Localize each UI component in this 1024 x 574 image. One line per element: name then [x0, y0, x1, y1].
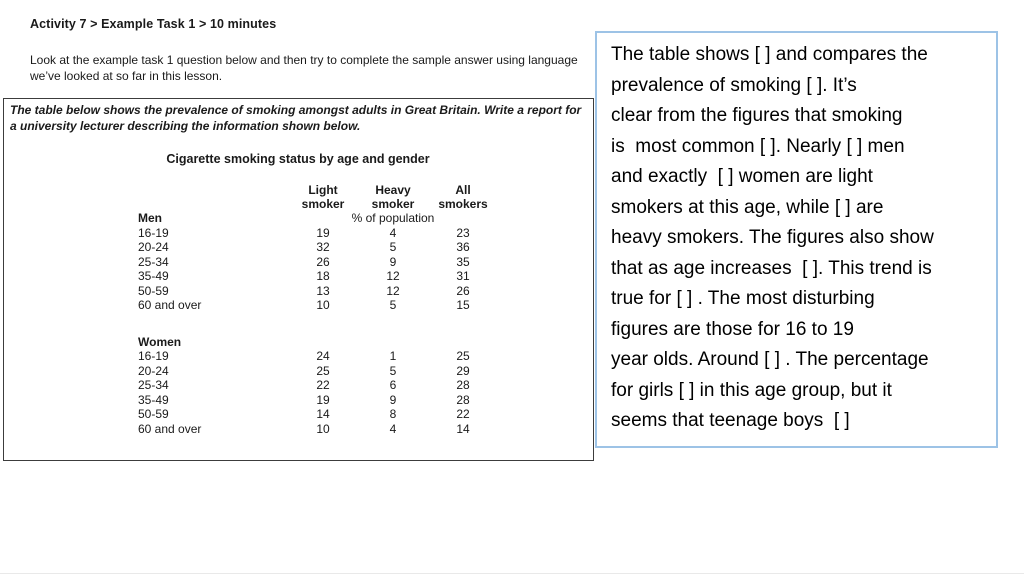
age-cell: 60 and over: [138, 298, 202, 312]
table-row: 16-19 24 1 25: [138, 349, 498, 364]
column-header: Light smoker: [301, 183, 345, 211]
value-cell: 19: [316, 392, 330, 407]
value-cell: 32: [316, 240, 330, 254]
table-row: 20-24 32 5 36: [138, 240, 498, 255]
table-row: 25-34 22 6 28: [138, 378, 498, 393]
age-cell: 50-59: [138, 407, 169, 421]
value-cell: 12: [386, 283, 400, 298]
value-cell: 26: [456, 283, 470, 298]
group-label: Men: [138, 211, 162, 225]
age-cell: 35-49: [138, 269, 169, 283]
value-cell: 22: [456, 407, 470, 421]
value-cell: 10: [316, 421, 330, 436]
table-row: 35-49 18 12 31: [138, 269, 498, 284]
smoking-table: Light smoker Heavy smoker All smokers Men % …: [138, 183, 498, 437]
value-cell: 25: [456, 349, 470, 363]
value-cell: 10: [316, 298, 330, 312]
header-empty-cell: [138, 184, 288, 211]
value-cell: 5: [389, 363, 397, 378]
table-row: 20-24 25 5 29: [138, 364, 498, 379]
value-cell: 23: [456, 225, 470, 240]
unit-note: % of population: [351, 211, 435, 225]
value-cell: 28: [456, 378, 470, 392]
group-label-row: Men % of population: [138, 211, 498, 226]
activity-heading: Activity 7 > Example Task 1 > 10 minutes: [30, 17, 277, 31]
value-cell: 25: [316, 363, 330, 378]
intro-text: Look at the example task 1 question belo…: [30, 53, 578, 83]
value-cell: 35: [456, 254, 470, 269]
age-cell: 35-49: [138, 392, 169, 407]
value-cell: 5: [389, 298, 397, 312]
value-cell: 19: [316, 225, 330, 240]
value-cell: 18: [316, 269, 330, 283]
table-row: 60 and over 10 4 14: [138, 422, 498, 437]
table-row: 35-49 19 9 28: [138, 393, 498, 408]
value-cell: 8: [389, 407, 397, 421]
answer-box: The table shows [ ] and compares the pre…: [595, 31, 998, 448]
value-cell: 12: [386, 269, 400, 283]
value-cell: 14: [456, 421, 470, 436]
value-cell: 14: [316, 407, 330, 421]
worksheet-panel: Activity 7 > Example Task 1 > 10 minutes…: [0, 0, 596, 461]
value-cell: 1: [389, 349, 397, 363]
task-prompt: The table below shows the prevalence of …: [10, 103, 582, 133]
value-cell: 13: [316, 283, 330, 298]
table-row: 50-59 14 8 22: [138, 407, 498, 422]
value-cell: 36: [456, 240, 470, 254]
table-row: 25-34 26 9 35: [138, 255, 498, 270]
value-cell: 5: [389, 240, 397, 254]
age-cell: 25-34: [138, 378, 169, 392]
spacer-row: [138, 313, 498, 335]
task-box: The table below shows the prevalence of …: [3, 98, 594, 461]
value-cell: 24: [316, 349, 330, 363]
table-header-row: Light smoker Heavy smoker All smokers: [138, 183, 498, 211]
table-row: 16-19 19 4 23: [138, 226, 498, 241]
table-row: 60 and over 10 5 15: [138, 298, 498, 313]
group-label: Women: [138, 334, 182, 349]
column-header: Heavy smoker: [371, 183, 415, 211]
value-cell: 9: [389, 392, 397, 407]
table-row: 50-59 13 12 26: [138, 284, 498, 299]
value-cell: 4: [389, 225, 397, 240]
group-label-row: Women: [138, 335, 498, 350]
value-cell: 29: [456, 363, 470, 378]
age-cell: 16-19: [138, 349, 169, 363]
age-cell: 20-24: [138, 363, 169, 378]
value-cell: 6: [389, 378, 397, 392]
value-cell: 26: [316, 254, 330, 269]
value-cell: 4: [389, 421, 397, 436]
value-cell: 31: [456, 269, 470, 283]
value-cell: 28: [456, 392, 470, 407]
age-cell: 50-59: [138, 283, 169, 298]
age-cell: 60 and over: [138, 421, 202, 436]
age-cell: 16-19: [138, 225, 169, 240]
value-cell: 22: [316, 378, 330, 392]
value-cell: 9: [389, 254, 397, 269]
age-cell: 20-24: [138, 240, 169, 254]
table-title: Cigarette smoking status by age and gend…: [166, 152, 430, 166]
smoking-table-body: Light smoker Heavy smoker All smokers Men % …: [138, 183, 498, 437]
age-cell: 25-34: [138, 254, 169, 269]
value-cell: 15: [456, 298, 470, 312]
column-header: All smokers: [438, 183, 488, 211]
